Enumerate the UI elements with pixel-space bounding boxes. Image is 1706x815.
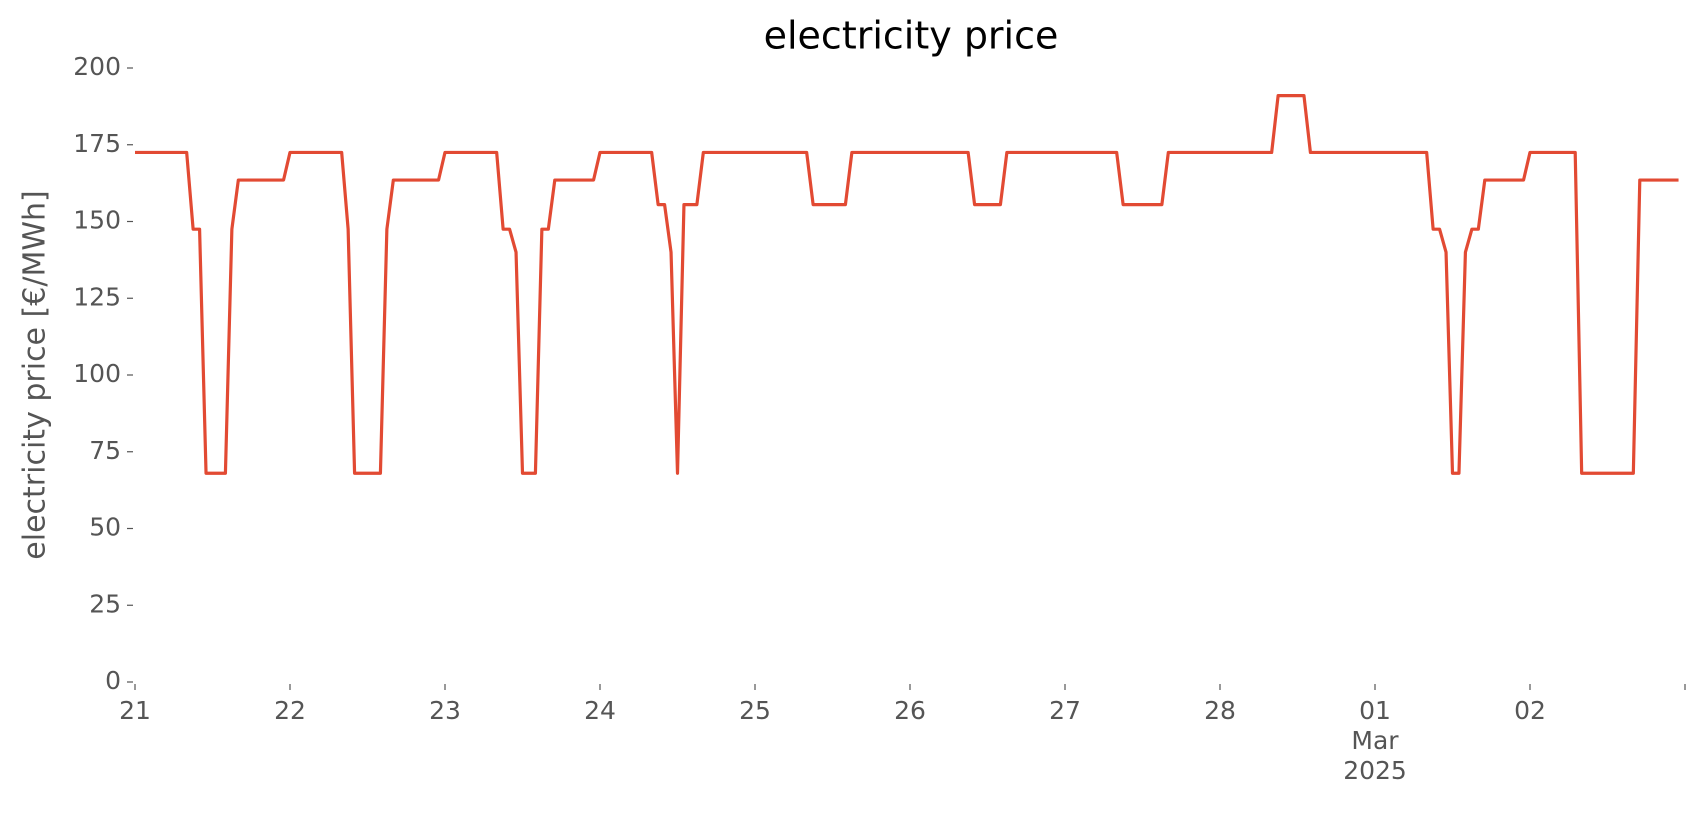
y-tick-label: 25 bbox=[89, 589, 121, 618]
y-tick-label: 125 bbox=[73, 282, 121, 311]
chart-title: electricity price bbox=[764, 14, 1059, 58]
y-axis-label: electricity price [€/MWh] bbox=[18, 190, 53, 559]
x-tick-label: 21 bbox=[119, 696, 151, 725]
y-tick-label: 100 bbox=[73, 359, 121, 388]
x-tick-label: 28 bbox=[1204, 696, 1236, 725]
x-tick-label: 23 bbox=[429, 696, 461, 725]
y-tick-label: 150 bbox=[73, 206, 121, 235]
price-line bbox=[135, 94, 1679, 475]
y-tick-label: 200 bbox=[73, 52, 121, 81]
y-tick-label: 50 bbox=[89, 513, 121, 542]
y-tick-label: 75 bbox=[89, 436, 121, 465]
x-tick-label: 25 bbox=[739, 696, 771, 725]
x-tick-label: 22 bbox=[274, 696, 306, 725]
x-tick-label: 01 Mar 2025 bbox=[1343, 696, 1407, 785]
x-tick-label: 24 bbox=[584, 696, 616, 725]
x-tick-label: 02 bbox=[1514, 696, 1546, 725]
x-tick-label: 27 bbox=[1049, 696, 1081, 725]
y-tick-label: 175 bbox=[73, 129, 121, 158]
y-tick-label: 0 bbox=[105, 666, 121, 695]
x-tick-label: 26 bbox=[894, 696, 926, 725]
